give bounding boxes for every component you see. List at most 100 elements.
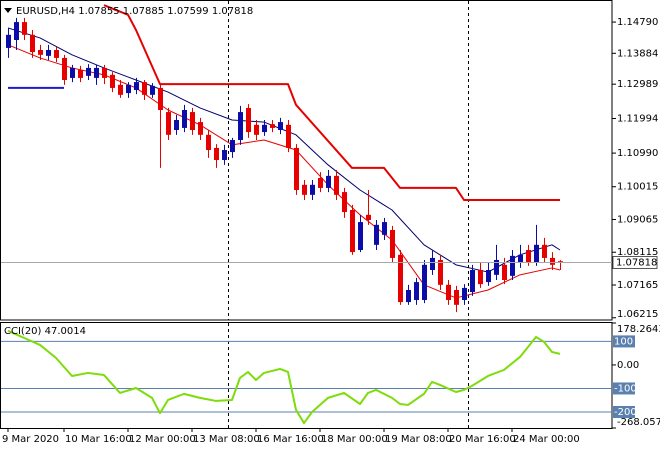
candle-body: [446, 284, 451, 300]
candle-body: [422, 264, 427, 300]
close-price: 1.07818: [212, 6, 253, 17]
current-price-box: [612, 255, 658, 269]
y-tick-label: 1.07165: [617, 280, 658, 291]
candle-body: [478, 270, 483, 285]
candle-body: [94, 67, 99, 78]
candle-body: [174, 120, 179, 130]
candle-body: [494, 260, 499, 275]
candle-body: [358, 222, 363, 250]
candle-body: [374, 224, 379, 245]
candle-body: [54, 50, 59, 58]
candle-body: [150, 85, 155, 95]
x-tick-label: 13 Mar 08:00: [193, 434, 260, 445]
candle-body: [142, 82, 147, 95]
level-box: [613, 405, 635, 418]
y-tick-label: 1.14790: [617, 17, 658, 28]
candle-body: [366, 214, 371, 220]
candle-body: [206, 134, 211, 150]
indicator-line: [7, 329, 561, 425]
candle-body: [238, 112, 243, 140]
y-tick-label: 1.10015: [617, 182, 658, 193]
x-tick-label: 12 Mar 00:00: [129, 434, 196, 445]
candle-body: [510, 255, 515, 276]
level-box: [613, 382, 635, 395]
candle-body: [318, 177, 323, 188]
y-tick-label: 1.06215: [617, 309, 658, 320]
symbol: EURUSD,H4: [16, 6, 75, 17]
candle-body: [286, 124, 291, 148]
candle-body: [30, 34, 35, 53]
x-tick-label: 19 Mar 08:00: [385, 434, 452, 445]
candle-body: [350, 210, 355, 253]
level-box: [613, 335, 635, 348]
indicator-name: CCI(20): [4, 326, 42, 337]
open-price: 1.07855: [78, 6, 119, 17]
menu-arrow-icon[interactable]: [4, 8, 12, 13]
candle-body: [550, 257, 555, 265]
x-tick-label: 24 Mar 00:00: [513, 434, 580, 445]
candle-body: [222, 150, 227, 160]
y-tick-label: 1.12989: [617, 79, 658, 90]
indicator-value: 47.0014: [45, 326, 86, 337]
y-tick-label: 0.00: [617, 360, 639, 371]
y-tick-label: 1.09065: [617, 214, 658, 225]
candle-body: [558, 261, 563, 263]
stop-line: [103, 4, 560, 201]
candle-body: [198, 122, 203, 135]
candle-body: [14, 22, 19, 40]
candle-body: [414, 282, 419, 300]
candle-body: [430, 257, 435, 270]
candle-body: [334, 175, 339, 195]
candle-body: [382, 222, 387, 235]
candle-body: [534, 244, 539, 263]
y-tick-label: 1.11994: [617, 113, 658, 124]
y-tick-label: 178.2643: [617, 324, 660, 335]
candle-body: [542, 244, 547, 258]
candle-body: [342, 192, 347, 213]
y-tick-label: 1.08115: [617, 247, 658, 258]
candle-body: [134, 82, 139, 90]
candle-body: [190, 112, 195, 130]
candle-body: [390, 230, 395, 258]
candle-body: [270, 124, 275, 128]
candle-body: [86, 67, 91, 76]
candle-body: [38, 50, 43, 55]
candle-body: [262, 124, 267, 133]
candle-body: [182, 110, 187, 128]
candle-body: [254, 124, 259, 135]
plot-area: 1.14790 1.13884 1.12989 1.11994 1.10990 1.100…: [1, 4, 660, 445]
candle-body: [454, 290, 459, 305]
x-tick-label: 18 Mar 00:00: [321, 434, 388, 445]
x-tick-label: 20 Mar 16:00: [449, 434, 516, 445]
y-tick-label: 1.13884: [617, 48, 658, 59]
candle-body: [6, 34, 11, 48]
level-label: -200: [614, 407, 637, 418]
candle-body: [102, 67, 107, 78]
candle-body: [406, 290, 411, 303]
chart-header: EURUSD,H4 1.07855 1.07885 1.07599 1.0781…: [16, 6, 253, 17]
candle-body: [486, 270, 491, 283]
candle-body: [214, 147, 219, 160]
x-tick-label: 16 Mar 16:00: [257, 434, 324, 445]
y-tick-label: -268.0574: [617, 417, 660, 428]
candle-body: [518, 254, 523, 263]
candle-body: [22, 22, 27, 35]
candle-body: [462, 287, 467, 300]
candle-body: [302, 184, 307, 195]
candle-body: [62, 57, 67, 80]
candle-body: [78, 70, 83, 78]
candle-body: [502, 264, 507, 280]
candle-body: [398, 254, 403, 303]
candle-body: [526, 250, 531, 263]
candle-body: [118, 84, 123, 95]
indicator-header: CCI(20) 47.0014: [4, 326, 86, 337]
candle-body: [110, 74, 115, 88]
candle-body: [166, 112, 171, 135]
candle-body: [310, 184, 315, 195]
level-label: -100: [614, 383, 637, 394]
candle-body: [158, 87, 163, 110]
level-label: 100: [614, 336, 633, 347]
